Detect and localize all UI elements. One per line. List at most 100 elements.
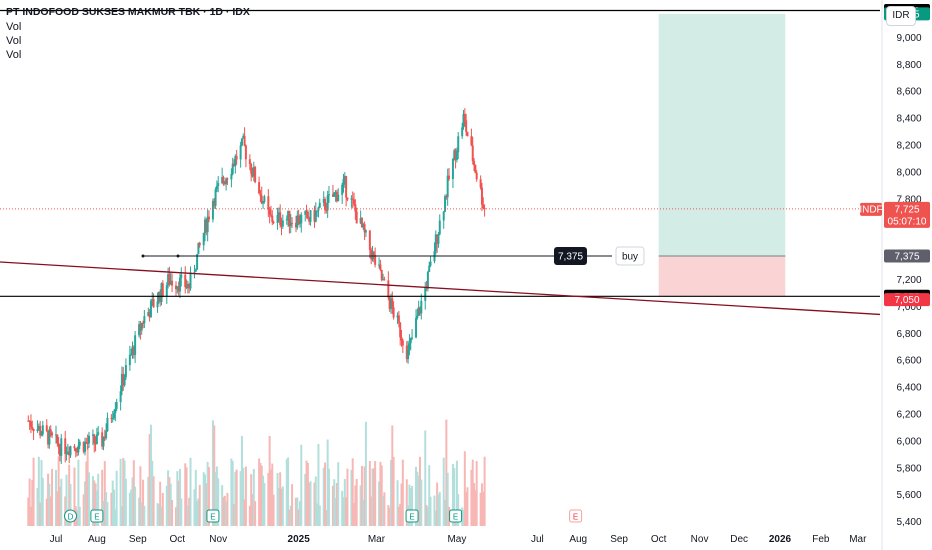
volume-bars xyxy=(27,419,486,526)
candle-body xyxy=(465,120,468,132)
time-axis[interactable]: Jul Aug Sep Oct Nov 2025 Mar May Jul Aug Sep Oct Nov… xyxy=(50,534,867,545)
volume-bar xyxy=(138,497,141,526)
volume-bar xyxy=(455,460,458,526)
volume-bar xyxy=(433,495,436,526)
candle-body xyxy=(31,426,34,429)
candle-body xyxy=(276,215,279,223)
event-marker-glyph: E xyxy=(573,513,578,522)
candle-body xyxy=(277,212,280,216)
buy-label-box[interactable] xyxy=(615,246,645,266)
drawing-lines[interactable] xyxy=(0,9,881,316)
buy-ray-mid-handle[interactable] xyxy=(176,254,180,258)
currency-button[interactable]: IDR xyxy=(886,6,916,26)
volume-bar xyxy=(103,461,106,526)
candle-body xyxy=(322,199,325,203)
candle-body xyxy=(82,441,85,452)
candle-body xyxy=(436,234,439,244)
volume-bar xyxy=(124,478,127,526)
candle-body xyxy=(66,451,69,454)
volume-bar xyxy=(289,505,292,526)
volume-bar xyxy=(295,497,298,526)
volume-bar xyxy=(343,479,346,526)
candle-body xyxy=(122,373,125,386)
candle-body xyxy=(240,138,243,146)
candle-body xyxy=(309,210,312,222)
legend-vol-1[interactable]: Vol xyxy=(6,21,22,33)
volume-bar xyxy=(225,501,228,526)
candle-body xyxy=(48,429,51,445)
candle-body xyxy=(58,447,61,456)
volume-bar xyxy=(351,458,354,526)
earnings-marker-icon[interactable] xyxy=(569,509,583,523)
candle-body xyxy=(362,224,365,228)
price-tick-label: 5,800 xyxy=(896,463,921,474)
volume-bar xyxy=(111,480,114,526)
candle-body xyxy=(186,284,189,288)
volume-bar xyxy=(313,482,316,526)
candle-body xyxy=(447,175,450,179)
candle-body xyxy=(120,373,123,392)
candle-body xyxy=(41,425,44,435)
dividend-marker-icon[interactable] xyxy=(64,509,78,523)
trendline[interactable] xyxy=(0,261,881,316)
price-tick-label: 6,200 xyxy=(896,409,921,420)
volume-bar xyxy=(355,478,358,526)
candle-body xyxy=(334,191,337,193)
volume-bar xyxy=(401,459,404,526)
candle-body xyxy=(138,324,141,336)
legend-vol-3[interactable]: Vol xyxy=(6,49,22,61)
volume-bar xyxy=(204,474,207,526)
volume-bar xyxy=(113,489,116,526)
candle-body xyxy=(151,299,154,301)
volume-bar xyxy=(342,497,345,526)
earnings-marker-icon[interactable] xyxy=(90,509,104,523)
volume-bar xyxy=(68,464,71,526)
candle-body xyxy=(250,164,253,174)
volume-bar xyxy=(69,484,72,526)
candle-body xyxy=(180,274,183,278)
legend-vol-2[interactable]: Vol xyxy=(6,35,22,47)
volume-bar xyxy=(29,506,32,526)
candle-body xyxy=(424,287,427,301)
candle-body xyxy=(297,215,300,224)
profit-zone[interactable] xyxy=(658,13,786,256)
buy-annotation[interactable]: 7,375 buy xyxy=(554,246,645,266)
earnings-marker-icon[interactable] xyxy=(449,509,463,523)
earnings-marker-icon[interactable] xyxy=(206,509,220,523)
volume-bar xyxy=(317,443,320,526)
price-tick-label: 6,400 xyxy=(896,383,921,394)
candle-body xyxy=(392,307,395,318)
volume-bar xyxy=(316,503,319,526)
loss-zone[interactable] xyxy=(658,255,786,297)
candle-body xyxy=(466,131,469,137)
volume-bar xyxy=(324,462,327,526)
volume-bar xyxy=(434,510,437,526)
volume-bar xyxy=(156,503,159,526)
candle-body xyxy=(399,322,402,338)
buy-price-badge[interactable] xyxy=(554,246,587,265)
volume-bar xyxy=(177,480,180,526)
volume-bar xyxy=(362,499,365,526)
candle-body xyxy=(279,212,282,225)
candle-body xyxy=(123,377,126,386)
buy-ray-start-handle[interactable] xyxy=(141,254,145,258)
volume-bar xyxy=(374,461,377,526)
volume-bar xyxy=(411,485,414,526)
volume-bar xyxy=(151,460,154,526)
candle-body xyxy=(217,183,220,186)
volume-bar xyxy=(269,469,272,526)
earnings-marker-icon[interactable] xyxy=(405,509,419,523)
time-tick-label: Feb xyxy=(812,534,830,545)
volume-bar xyxy=(334,498,337,526)
volume-bar xyxy=(380,465,383,526)
price-axis[interactable]: 9,000 8,800 8,600 8,400 8,200 8,000 7,800 7,200… xyxy=(881,0,922,550)
volume-bar xyxy=(251,493,254,526)
volume-bar xyxy=(123,460,126,526)
candle-body xyxy=(374,254,377,265)
candle-body xyxy=(396,315,399,318)
volume-bar xyxy=(442,457,445,526)
volume-bar xyxy=(85,461,88,526)
volume-bar xyxy=(148,434,151,526)
